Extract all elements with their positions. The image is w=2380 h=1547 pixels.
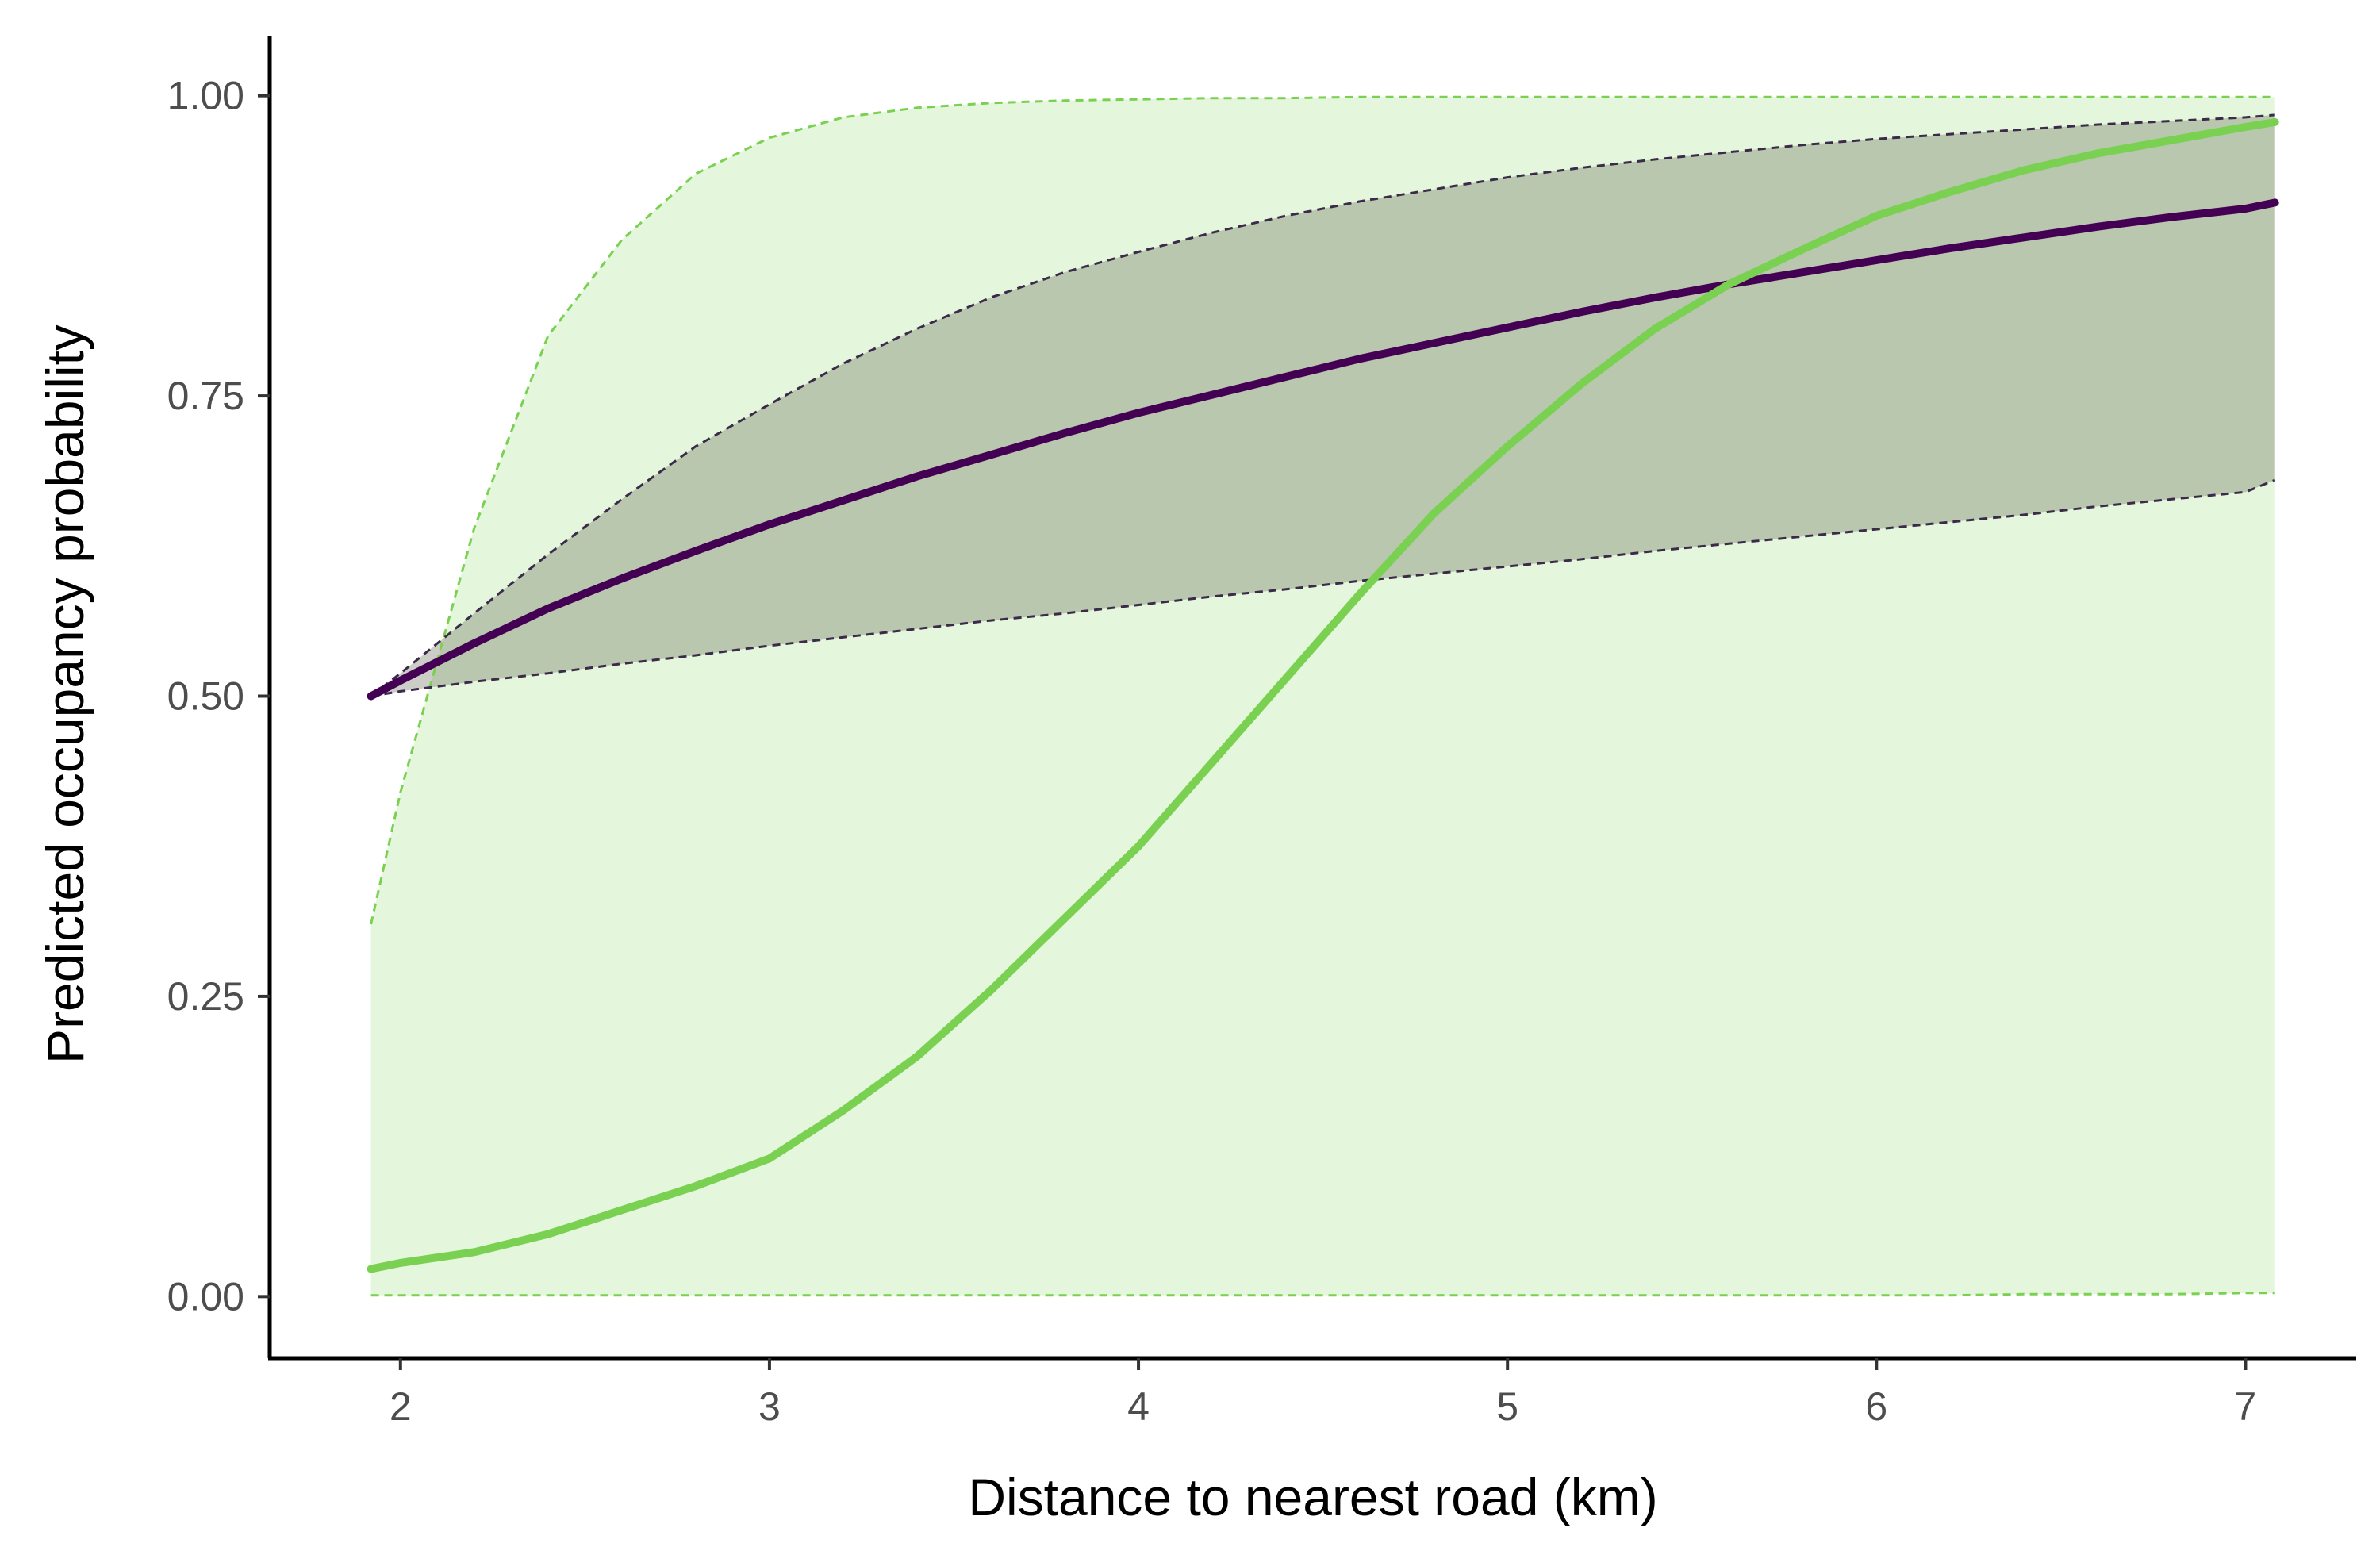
x-tick-label: 4	[1127, 1384, 1150, 1429]
x-tick-label: 2	[390, 1384, 412, 1429]
confidence-bounds	[370, 95, 2276, 1297]
x-tick-label: 7	[2235, 1384, 2257, 1429]
y-axis-ticks: 0.00 0.25 0.50 0.75 1.00	[167, 74, 270, 1319]
x-tick-label: 3	[758, 1384, 781, 1429]
series-2-ribbon	[370, 97, 2275, 1296]
y-tick-label: 0.25	[167, 974, 244, 1019]
series-1-upper-bound	[370, 113, 2275, 697]
y-tick-label: 1.00	[167, 74, 244, 118]
y-tick-label: 0.50	[167, 674, 244, 719]
x-axis-title: Distance to nearest road (km)	[968, 1468, 1657, 1526]
x-tick-label: 5	[1496, 1384, 1518, 1429]
x-axis-ticks: 2 3 4 5 6 7	[390, 1358, 2256, 1429]
y-axis-title: Predicted occupancy probability	[36, 324, 94, 1064]
series-2-upper-bound	[370, 95, 2275, 925]
series-lines	[367, 118, 2279, 1273]
y-tick-label: 0.00	[167, 1274, 244, 1319]
series-1-lower-bound	[370, 478, 2276, 697]
series-2-line	[367, 118, 2279, 1273]
series-1-line	[367, 198, 2279, 701]
x-tick-label: 6	[1865, 1384, 1887, 1429]
series-1-ribbon	[370, 114, 2275, 697]
confidence-bands	[370, 97, 2275, 1296]
y-tick-label: 0.75	[167, 374, 244, 418]
series-2-lower-bound	[370, 1292, 2275, 1297]
